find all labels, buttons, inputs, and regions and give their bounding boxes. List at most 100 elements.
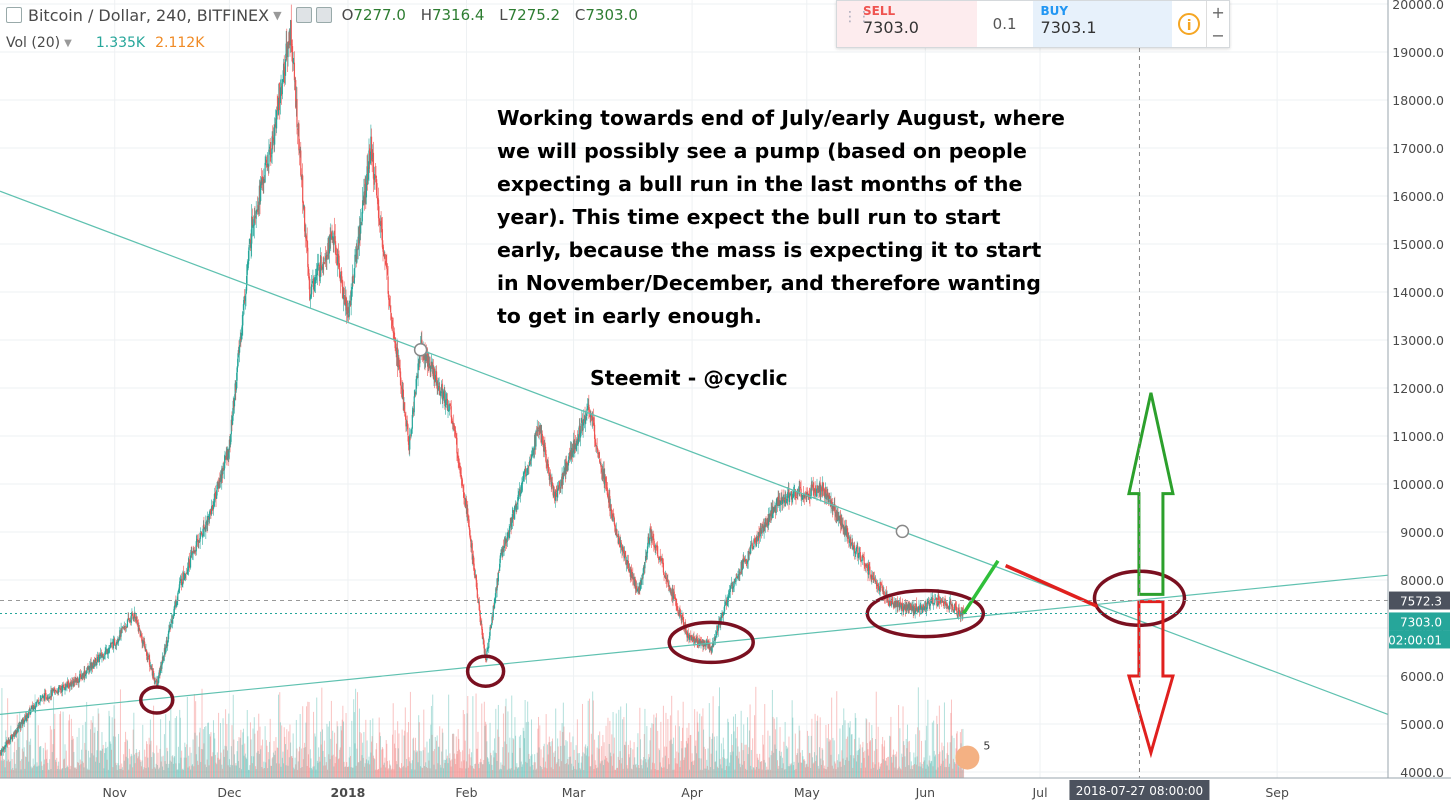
symbol-title[interactable]: Bitcoin / Dollar, 240, BITFINEX: [28, 5, 270, 25]
candle-body: [754, 541, 756, 543]
volume-bar: [84, 721, 86, 778]
candle-body: [372, 154, 374, 160]
candle-body: [853, 545, 856, 554]
volume-bar: [228, 759, 230, 778]
candle-body: [449, 404, 452, 406]
volume-bar: [550, 746, 552, 778]
volume-bar: [743, 761, 745, 778]
volume-bar: [933, 750, 935, 778]
volume-bar: [499, 768, 501, 778]
volume-bar: [58, 761, 60, 778]
volume-bar: [498, 736, 500, 778]
volume-bar: [295, 764, 297, 778]
volume-bar: [919, 762, 921, 778]
plus-icon[interactable]: +: [1211, 3, 1225, 22]
candle-body: [857, 546, 859, 558]
candle-body: [867, 564, 869, 575]
candle-body: [909, 603, 911, 610]
eye-icon[interactable]: [295, 7, 312, 23]
volume-bar: [692, 764, 694, 778]
volume-bar: [39, 746, 41, 778]
candle-body: [685, 630, 687, 633]
candle-body: [851, 542, 853, 544]
candle-body: [405, 415, 407, 427]
volume-label[interactable]: Vol (20): [6, 35, 61, 51]
candle-body: [942, 601, 944, 603]
candle-body: [161, 656, 164, 664]
candle-body: [639, 587, 641, 591]
volume-bar: [369, 720, 371, 778]
volume-bar: [857, 750, 859, 778]
volume-bar: [142, 769, 144, 778]
volume-bar: [219, 723, 221, 778]
candle-body: [639, 580, 642, 590]
drag-handle-icon[interactable]: ⋮⋮: [843, 9, 871, 25]
volume-bar: [646, 726, 648, 778]
candle-body: [871, 575, 874, 578]
drawings[interactable]: 5: [0, 0, 1388, 778]
annotation-text[interactable]: Working towards end of July/early August…: [497, 106, 1065, 328]
volume-bar: [144, 749, 146, 778]
chevron-down-icon[interactable]: ▼: [64, 37, 72, 49]
volume-bar: [20, 769, 22, 778]
candle-body: [124, 626, 126, 628]
info-button[interactable]: i: [1172, 1, 1206, 47]
volume-bar: [698, 758, 700, 778]
candle-body: [632, 574, 634, 580]
candle-body: [358, 225, 361, 244]
candle-body: [784, 497, 786, 500]
candle-body: [137, 625, 139, 632]
volume-bar: [102, 745, 104, 778]
volume-bar: [257, 750, 259, 778]
buy-button[interactable]: BUY 7303.1: [1032, 1, 1173, 47]
candle-body: [845, 525, 847, 530]
volume-bar: [733, 716, 735, 778]
candle-body: [342, 289, 345, 300]
candle-body: [630, 569, 632, 577]
price-axis[interactable]: 4000.05000.06000.07000.08000.09000.01000…: [1387, 0, 1451, 801]
candle-body: [819, 482, 821, 496]
time-axis[interactable]: Nov Dec 2018 Feb Mar Apr May Jun Jul Sep2018-07-2…: [0, 777, 1451, 801]
sell-button[interactable]: ⋮⋮ SELL 7303.0: [837, 1, 977, 47]
chevron-down-icon[interactable]: ▼: [273, 8, 282, 22]
candle-body: [108, 648, 110, 653]
collapse-icon[interactable]: [6, 7, 22, 23]
volume-bar: [695, 740, 697, 778]
gear-icon[interactable]: [315, 7, 332, 23]
volume-bar: [630, 747, 632, 778]
candle-body: [60, 689, 62, 691]
candle-body: [16, 729, 18, 732]
candle-body: [564, 467, 566, 475]
candle-body: [72, 681, 74, 683]
volume-bar: [441, 751, 443, 778]
volume-bar: [582, 752, 584, 778]
candle-body: [486, 647, 489, 652]
candle-body: [241, 325, 243, 333]
candle-body: [694, 639, 696, 643]
candle-body: [257, 205, 259, 211]
volume-bar: [947, 754, 949, 778]
volume-bar: [602, 734, 604, 778]
candle-body: [682, 617, 684, 623]
volume-bar: [493, 757, 495, 778]
minus-icon[interactable]: −: [1211, 26, 1225, 45]
volume-bar: [856, 750, 858, 778]
quantity-stepper[interactable]: + −: [1206, 1, 1229, 47]
candle-body: [520, 490, 522, 494]
trendlines[interactable]: [0, 190, 1389, 715]
candle-body: [472, 556, 474, 560]
candle-body: [368, 150, 370, 169]
candle-body: [618, 538, 621, 541]
volume-bar: [938, 754, 940, 778]
volume-bar: [153, 753, 155, 778]
quantity-field[interactable]: 0.1: [992, 15, 1017, 33]
candle-body: [657, 557, 659, 559]
annotation-signature[interactable]: Steemit - @cyclic: [590, 366, 788, 390]
candle-body: [537, 430, 540, 431]
candle-body: [439, 387, 441, 396]
volume-bar: [529, 758, 531, 778]
volume-bar: [909, 752, 911, 778]
volume-bar: [539, 725, 541, 778]
candle-body: [106, 649, 108, 654]
